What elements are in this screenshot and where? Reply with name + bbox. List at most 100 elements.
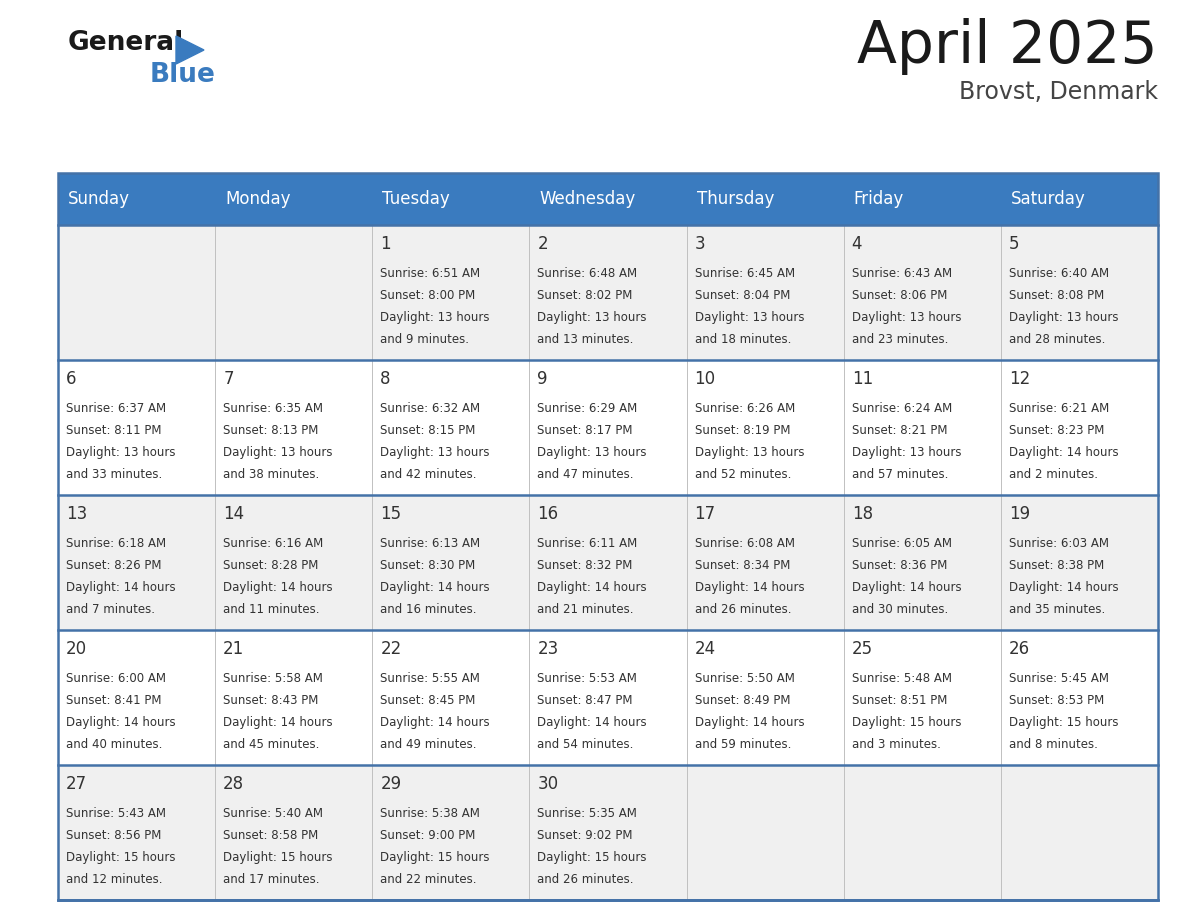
Text: and 28 minutes.: and 28 minutes.	[1009, 333, 1105, 346]
Text: Sunrise: 6:40 AM: Sunrise: 6:40 AM	[1009, 267, 1108, 280]
Text: Brovst, Denmark: Brovst, Denmark	[959, 80, 1158, 104]
Bar	[58, 173, 1158, 225]
Bar	[58, 360, 1158, 495]
Text: Daylight: 13 hours: Daylight: 13 hours	[537, 311, 647, 324]
Text: 28: 28	[223, 775, 245, 793]
Text: and 54 minutes.: and 54 minutes.	[537, 738, 634, 751]
Text: Daylight: 13 hours: Daylight: 13 hours	[67, 446, 176, 459]
Text: 8: 8	[380, 370, 391, 388]
Text: 24: 24	[695, 640, 715, 658]
Text: Sunrise: 6:48 AM: Sunrise: 6:48 AM	[537, 267, 638, 280]
Text: and 57 minutes.: and 57 minutes.	[852, 468, 948, 481]
Text: Daylight: 14 hours: Daylight: 14 hours	[67, 716, 176, 729]
Text: Daylight: 13 hours: Daylight: 13 hours	[380, 446, 489, 459]
Text: Sunrise: 6:37 AM: Sunrise: 6:37 AM	[67, 402, 166, 415]
Text: Sunrise: 5:50 AM: Sunrise: 5:50 AM	[695, 672, 795, 685]
Text: Daylight: 13 hours: Daylight: 13 hours	[537, 446, 647, 459]
Text: Sunrise: 5:48 AM: Sunrise: 5:48 AM	[852, 672, 952, 685]
Text: Daylight: 15 hours: Daylight: 15 hours	[852, 716, 961, 729]
Text: Sunset: 8:08 PM: Sunset: 8:08 PM	[1009, 289, 1104, 302]
Text: Sunrise: 6:16 AM: Sunrise: 6:16 AM	[223, 537, 323, 550]
Text: and 7 minutes.: and 7 minutes.	[67, 603, 154, 616]
Text: 7: 7	[223, 370, 234, 388]
Text: Sunset: 9:00 PM: Sunset: 9:00 PM	[380, 829, 475, 842]
Text: 26: 26	[1009, 640, 1030, 658]
Text: Friday: Friday	[854, 190, 904, 208]
Text: and 9 minutes.: and 9 minutes.	[380, 333, 469, 346]
Text: Sunset: 8:49 PM: Sunset: 8:49 PM	[695, 694, 790, 707]
Text: 1: 1	[380, 235, 391, 253]
Text: and 22 minutes.: and 22 minutes.	[380, 873, 476, 886]
Text: 29: 29	[380, 775, 402, 793]
Text: Sunset: 8:47 PM: Sunset: 8:47 PM	[537, 694, 633, 707]
Text: and 13 minutes.: and 13 minutes.	[537, 333, 634, 346]
Text: Daylight: 14 hours: Daylight: 14 hours	[223, 581, 333, 594]
Text: Sunset: 8:34 PM: Sunset: 8:34 PM	[695, 559, 790, 572]
Text: 11: 11	[852, 370, 873, 388]
Text: 5: 5	[1009, 235, 1019, 253]
Text: Sunrise: 6:08 AM: Sunrise: 6:08 AM	[695, 537, 795, 550]
Text: 20: 20	[67, 640, 87, 658]
Text: 17: 17	[695, 505, 715, 523]
Text: and 23 minutes.: and 23 minutes.	[852, 333, 948, 346]
Text: Sunset: 8:15 PM: Sunset: 8:15 PM	[380, 424, 475, 437]
Text: Tuesday: Tuesday	[383, 190, 450, 208]
Text: Sunrise: 6:29 AM: Sunrise: 6:29 AM	[537, 402, 638, 415]
Text: Sunset: 8:13 PM: Sunset: 8:13 PM	[223, 424, 318, 437]
Text: Daylight: 14 hours: Daylight: 14 hours	[1009, 446, 1118, 459]
Text: Daylight: 14 hours: Daylight: 14 hours	[537, 716, 647, 729]
Text: Daylight: 15 hours: Daylight: 15 hours	[1009, 716, 1118, 729]
Text: Daylight: 14 hours: Daylight: 14 hours	[537, 581, 647, 594]
Text: Sunset: 8:51 PM: Sunset: 8:51 PM	[852, 694, 947, 707]
Text: Daylight: 14 hours: Daylight: 14 hours	[695, 581, 804, 594]
Text: and 16 minutes.: and 16 minutes.	[380, 603, 476, 616]
Bar	[58, 765, 1158, 900]
Text: Daylight: 13 hours: Daylight: 13 hours	[695, 311, 804, 324]
Text: Sunrise: 6:21 AM: Sunrise: 6:21 AM	[1009, 402, 1110, 415]
Text: 15: 15	[380, 505, 402, 523]
Text: and 35 minutes.: and 35 minutes.	[1009, 603, 1105, 616]
Text: and 18 minutes.: and 18 minutes.	[695, 333, 791, 346]
Text: Sunrise: 6:43 AM: Sunrise: 6:43 AM	[852, 267, 952, 280]
Text: Blue: Blue	[150, 62, 216, 88]
Text: Sunrise: 5:45 AM: Sunrise: 5:45 AM	[1009, 672, 1108, 685]
Text: Daylight: 13 hours: Daylight: 13 hours	[380, 311, 489, 324]
Text: and 33 minutes.: and 33 minutes.	[67, 468, 163, 481]
Text: Sunrise: 5:40 AM: Sunrise: 5:40 AM	[223, 807, 323, 820]
Text: Daylight: 13 hours: Daylight: 13 hours	[695, 446, 804, 459]
Text: Sunrise: 6:13 AM: Sunrise: 6:13 AM	[380, 537, 480, 550]
Text: Sunset: 8:56 PM: Sunset: 8:56 PM	[67, 829, 162, 842]
Text: and 30 minutes.: and 30 minutes.	[852, 603, 948, 616]
Text: Sunrise: 6:32 AM: Sunrise: 6:32 AM	[380, 402, 480, 415]
Text: Sunset: 8:53 PM: Sunset: 8:53 PM	[1009, 694, 1104, 707]
Text: Sunset: 9:02 PM: Sunset: 9:02 PM	[537, 829, 633, 842]
Text: Sunset: 8:38 PM: Sunset: 8:38 PM	[1009, 559, 1104, 572]
Text: Sunset: 8:28 PM: Sunset: 8:28 PM	[223, 559, 318, 572]
Text: 22: 22	[380, 640, 402, 658]
Bar	[58, 630, 1158, 765]
Text: Sunrise: 6:00 AM: Sunrise: 6:00 AM	[67, 672, 166, 685]
Bar	[58, 225, 1158, 360]
Text: Sunset: 8:32 PM: Sunset: 8:32 PM	[537, 559, 633, 572]
Text: Sunrise: 5:53 AM: Sunrise: 5:53 AM	[537, 672, 637, 685]
Text: Saturday: Saturday	[1011, 190, 1086, 208]
Text: Sunset: 8:30 PM: Sunset: 8:30 PM	[380, 559, 475, 572]
Text: Sunrise: 6:26 AM: Sunrise: 6:26 AM	[695, 402, 795, 415]
Text: and 26 minutes.: and 26 minutes.	[537, 873, 634, 886]
Text: Daylight: 13 hours: Daylight: 13 hours	[1009, 311, 1118, 324]
Text: General: General	[68, 30, 184, 56]
Text: Daylight: 14 hours: Daylight: 14 hours	[223, 716, 333, 729]
Text: Daylight: 14 hours: Daylight: 14 hours	[695, 716, 804, 729]
Text: Sunset: 8:58 PM: Sunset: 8:58 PM	[223, 829, 318, 842]
Text: 3: 3	[695, 235, 706, 253]
Text: 4: 4	[852, 235, 862, 253]
Text: Sunset: 8:17 PM: Sunset: 8:17 PM	[537, 424, 633, 437]
Text: and 11 minutes.: and 11 minutes.	[223, 603, 320, 616]
Text: and 47 minutes.: and 47 minutes.	[537, 468, 634, 481]
Text: Daylight: 14 hours: Daylight: 14 hours	[852, 581, 961, 594]
Text: Sunrise: 6:18 AM: Sunrise: 6:18 AM	[67, 537, 166, 550]
Text: and 26 minutes.: and 26 minutes.	[695, 603, 791, 616]
Text: 10: 10	[695, 370, 715, 388]
Text: 9: 9	[537, 370, 548, 388]
Text: and 12 minutes.: and 12 minutes.	[67, 873, 163, 886]
